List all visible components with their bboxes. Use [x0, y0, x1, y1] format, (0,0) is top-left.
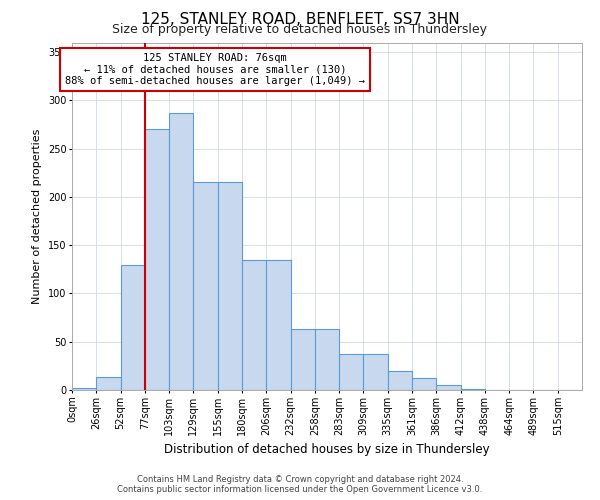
- Bar: [96, 378, 121, 390]
- Bar: [72, 388, 96, 390]
- Bar: [193, 182, 218, 390]
- Bar: [364, 354, 388, 390]
- Bar: [290, 329, 315, 390]
- Y-axis label: Number of detached properties: Number of detached properties: [32, 128, 42, 304]
- Bar: [169, 113, 193, 390]
- Bar: [412, 378, 436, 390]
- Text: 125, STANLEY ROAD, BENFLEET, SS7 3HN: 125, STANLEY ROAD, BENFLEET, SS7 3HN: [140, 12, 460, 28]
- Bar: [461, 389, 485, 390]
- X-axis label: Distribution of detached houses by size in Thundersley: Distribution of detached houses by size …: [164, 444, 490, 456]
- Bar: [242, 260, 266, 390]
- Bar: [266, 260, 290, 390]
- Bar: [436, 385, 461, 390]
- Bar: [121, 264, 145, 390]
- Bar: [388, 370, 412, 390]
- Text: 125 STANLEY ROAD: 76sqm
← 11% of detached houses are smaller (130)
88% of semi-d: 125 STANLEY ROAD: 76sqm ← 11% of detache…: [65, 53, 365, 86]
- Bar: [145, 130, 169, 390]
- Text: Contains HM Land Registry data © Crown copyright and database right 2024.
Contai: Contains HM Land Registry data © Crown c…: [118, 474, 482, 494]
- Bar: [339, 354, 364, 390]
- Text: Size of property relative to detached houses in Thundersley: Size of property relative to detached ho…: [113, 24, 487, 36]
- Bar: [218, 182, 242, 390]
- Bar: [315, 329, 339, 390]
